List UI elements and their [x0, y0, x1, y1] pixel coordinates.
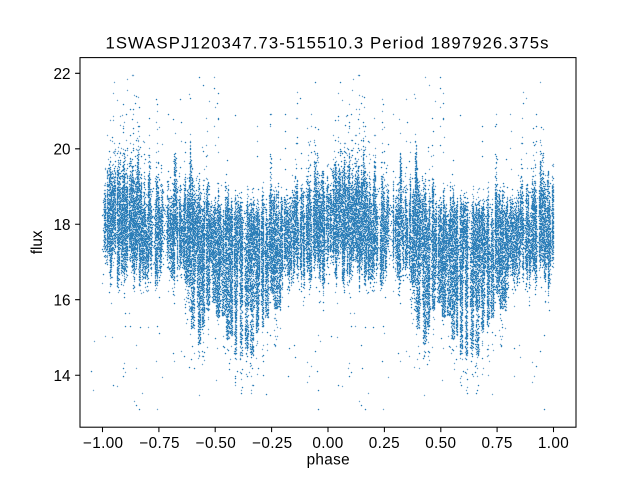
svg-text:14: 14 [53, 368, 71, 385]
svg-text:0.50: 0.50 [425, 435, 456, 452]
svg-text:20: 20 [53, 142, 70, 159]
svg-text:−0.50: −0.50 [196, 435, 236, 452]
svg-text:22: 22 [53, 66, 70, 83]
svg-text:1.00: 1.00 [538, 435, 569, 452]
svg-text:0.75: 0.75 [482, 435, 513, 452]
svg-text:16: 16 [53, 292, 70, 309]
svg-text:phase: phase [307, 452, 350, 469]
svg-text:−1.00: −1.00 [83, 435, 123, 452]
svg-text:0.00: 0.00 [312, 435, 343, 452]
svg-text:flux: flux [29, 230, 46, 254]
svg-text:−0.25: −0.25 [252, 435, 292, 452]
svg-text:1SWASPJ120347.73-515510.3 Peri: 1SWASPJ120347.73-515510.3 Period 1897926… [105, 34, 549, 53]
svg-text:0.25: 0.25 [369, 435, 400, 452]
svg-text:18: 18 [53, 217, 70, 234]
svg-text:−0.75: −0.75 [139, 435, 179, 452]
